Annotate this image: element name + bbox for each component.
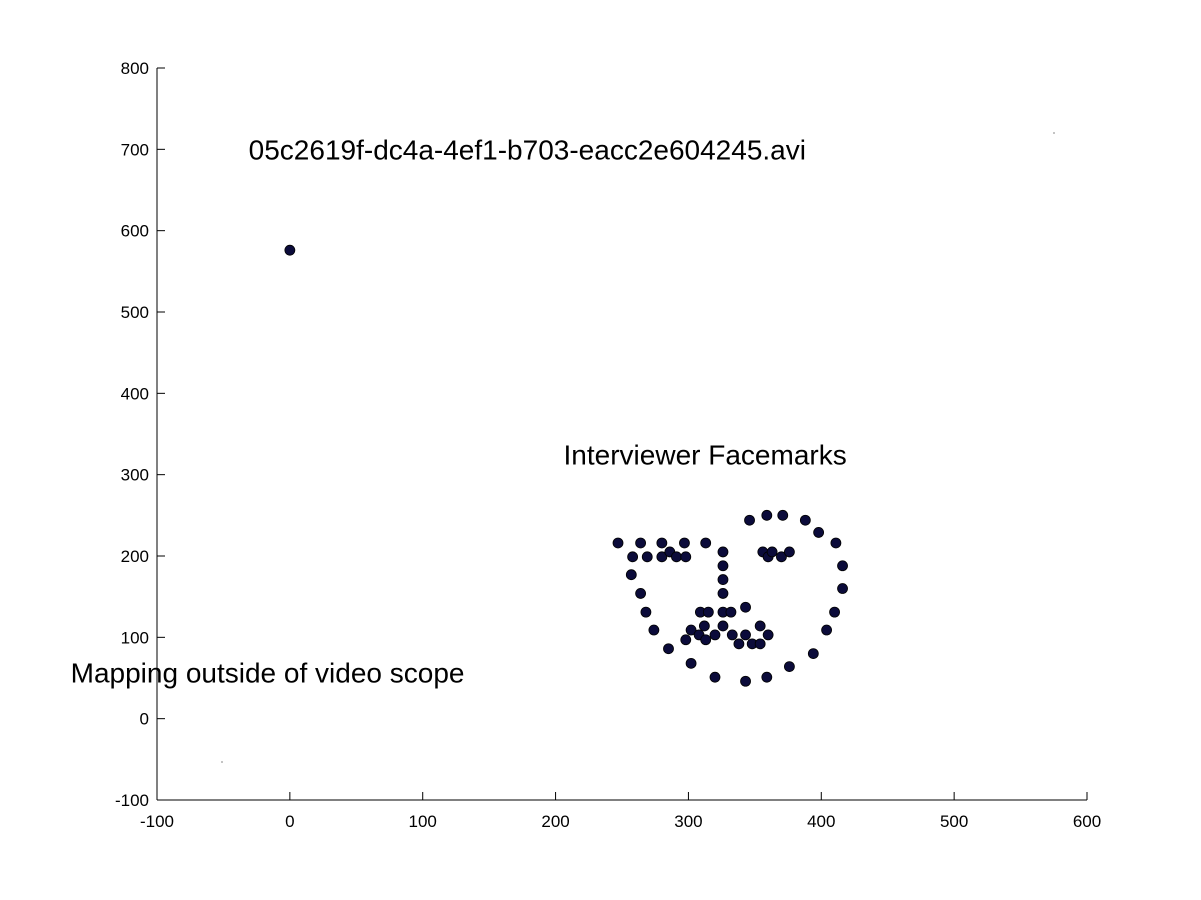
y-tick-label: -100 — [115, 791, 149, 810]
x-tick-label: 600 — [1073, 812, 1101, 831]
facemark-point — [725, 606, 737, 618]
y-axis-ticks: -100 0 100 200 300 400 500 600 700 800 — [115, 59, 165, 810]
facemark-point — [648, 624, 660, 636]
facemark-point — [726, 629, 738, 641]
facemark-point — [612, 537, 624, 549]
y-tick-label: 400 — [121, 384, 149, 403]
x-tick-label: 500 — [940, 812, 968, 831]
y-tick-label: 700 — [121, 140, 149, 159]
y-tick-label: 800 — [121, 59, 149, 78]
facemark-point — [821, 624, 832, 636]
facemark-point — [685, 657, 697, 669]
facemark-point — [717, 620, 729, 632]
facemark-point — [754, 638, 766, 650]
facemark-point — [717, 546, 729, 558]
facemark-point — [680, 634, 692, 646]
facemark-point — [685, 624, 697, 636]
facemark-points — [284, 244, 848, 687]
facemark-point — [671, 551, 682, 563]
facemark-point — [740, 601, 751, 613]
y-tick-label: 500 — [121, 303, 149, 322]
y-tick-label: 300 — [121, 466, 149, 485]
facemark-point — [641, 551, 653, 563]
facemark-point — [813, 527, 825, 538]
facemark-point — [837, 583, 848, 594]
facemark-point — [635, 537, 646, 549]
stray-dot — [1053, 132, 1055, 134]
axes — [156, 68, 1087, 801]
facemark-point — [784, 546, 795, 558]
x-axis-ticks: -100 0 100 200 300 400 500 600 — [140, 792, 1101, 831]
facemark-point — [717, 560, 729, 572]
facemark-point — [744, 514, 755, 526]
facemark-point — [680, 551, 692, 563]
x-tick-label: 200 — [541, 812, 569, 831]
annotation-text: Interviewer Facemarks — [564, 439, 847, 470]
facemark-point — [762, 629, 774, 641]
facemark-point — [625, 569, 637, 581]
facemark-point — [709, 629, 721, 641]
facemark-point — [700, 634, 712, 646]
facemark-point — [766, 546, 778, 558]
x-tick-label: 300 — [674, 812, 702, 831]
y-tick-label: 600 — [121, 222, 149, 241]
facemark-point — [799, 514, 811, 526]
facemark-point — [777, 509, 789, 521]
facemark-point — [663, 643, 674, 655]
facemark-point — [761, 671, 773, 683]
facemark-point — [700, 537, 712, 549]
facemark-point — [640, 606, 652, 618]
y-tick-label: 0 — [140, 710, 149, 729]
facemark-point — [776, 551, 787, 563]
y-tick-label: 200 — [121, 547, 149, 566]
facemark-point — [740, 629, 751, 641]
facemark-point — [702, 606, 714, 618]
facemark-point — [761, 509, 773, 521]
facemark-point — [627, 551, 639, 563]
facemark-point — [837, 560, 848, 572]
facemark-point — [709, 671, 721, 683]
facemark-point — [717, 588, 729, 599]
stray-dot — [221, 761, 223, 763]
facemark-point — [830, 537, 842, 549]
facemark-point — [717, 574, 729, 585]
annotation-text: Mapping outside of video scope — [71, 657, 465, 688]
facemark-point — [754, 620, 766, 632]
facemark-point — [698, 620, 710, 632]
x-tick-label: 100 — [409, 812, 437, 831]
annotation-text: 05c2619f-dc4a-4ef1-b703-eacc2e604245.avi — [249, 134, 806, 165]
facemark-point — [740, 675, 751, 687]
facemark-point — [284, 244, 296, 256]
annotations: 05c2619f-dc4a-4ef1-b703-eacc2e604245.avi… — [71, 134, 847, 688]
facemark-point — [807, 648, 819, 659]
facemark-point — [635, 588, 646, 599]
x-tick-label: 0 — [285, 812, 294, 831]
facemark-point — [733, 638, 745, 650]
facemark-point — [829, 606, 840, 618]
x-tick-label: 400 — [807, 812, 835, 831]
facemark-point — [679, 537, 690, 549]
facemark-point — [656, 537, 668, 549]
facemark-point — [784, 661, 795, 673]
facemark-point — [656, 551, 668, 563]
x-tick-label: -100 — [140, 812, 174, 831]
y-tick-label: 100 — [121, 628, 149, 647]
